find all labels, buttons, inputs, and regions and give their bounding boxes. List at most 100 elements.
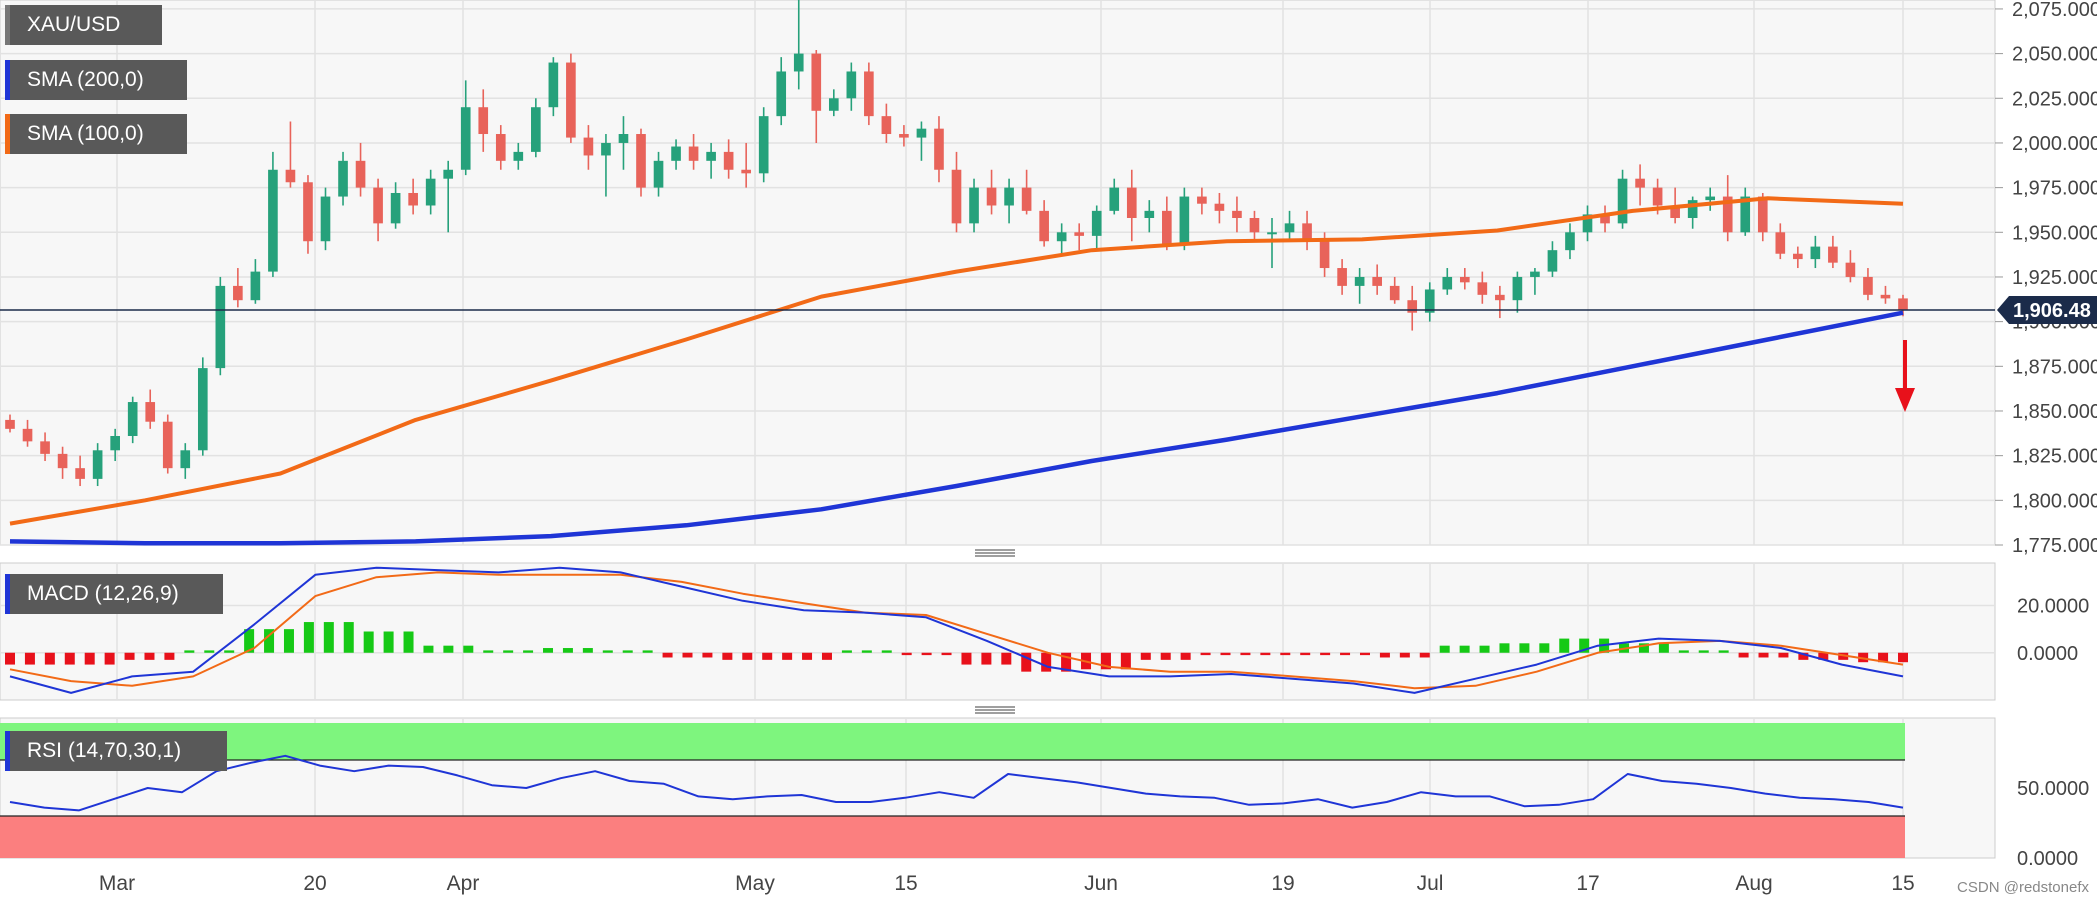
macd-histogram-bar bbox=[1758, 652, 1769, 658]
candle-body bbox=[1757, 196, 1768, 233]
price-y-tick-label: 1,800.000 bbox=[2012, 490, 2097, 512]
candle-body bbox=[75, 468, 85, 479]
candle-body bbox=[1354, 276, 1365, 286]
candle-body bbox=[1459, 276, 1470, 283]
candles-group bbox=[5, 0, 1908, 487]
x-tick-label: 17 bbox=[1576, 872, 1599, 895]
candle-body bbox=[1091, 210, 1102, 236]
macd-histogram-bar bbox=[1359, 652, 1370, 656]
macd-histogram-bar bbox=[1678, 650, 1689, 653]
candle-body bbox=[1635, 178, 1645, 188]
candle-body bbox=[1056, 232, 1067, 242]
macd-histogram-bar bbox=[403, 631, 414, 653]
candle-body bbox=[653, 160, 664, 188]
macd-y-tick-label: 0.0000 bbox=[2017, 643, 2078, 665]
candle-body bbox=[40, 441, 50, 454]
candle-body bbox=[320, 196, 331, 242]
candle-body bbox=[303, 182, 313, 242]
candle-body bbox=[425, 178, 436, 206]
x-tick-label: Jul bbox=[1417, 872, 1444, 895]
candle-body bbox=[811, 53, 822, 111]
price-y-tick-label: 2,075.000 bbox=[2012, 0, 2097, 21]
sma200-label: SMA (200,0) bbox=[5, 60, 187, 100]
x-tick-label: Jun bbox=[1084, 872, 1118, 895]
macd-histogram-bar bbox=[1818, 652, 1829, 660]
candle-body bbox=[846, 71, 857, 99]
macd-histogram-bar bbox=[941, 652, 952, 656]
candle-body bbox=[1775, 232, 1786, 254]
candle-body bbox=[1565, 232, 1575, 251]
macd-histogram-bar bbox=[1898, 652, 1908, 663]
candle-body bbox=[215, 285, 226, 369]
candle-body bbox=[1722, 196, 1733, 233]
candle-body bbox=[1407, 300, 1418, 313]
candle-body bbox=[478, 107, 489, 135]
sma200-text: SMA (200,0) bbox=[27, 68, 144, 91]
macd-histogram-bar bbox=[1698, 650, 1709, 653]
candle-body bbox=[1880, 294, 1891, 299]
candle-body bbox=[566, 62, 576, 138]
price-y-tick-label: 2,000.000 bbox=[2012, 133, 2097, 155]
rsi-label: RSI (14,70,30,1) bbox=[5, 731, 227, 771]
macd-histogram-bar bbox=[841, 650, 852, 653]
macd-histogram-bar bbox=[1260, 652, 1271, 656]
candle-body bbox=[1705, 196, 1716, 201]
x-tick-label: May bbox=[735, 872, 775, 895]
macd-histogram-bar bbox=[961, 652, 972, 665]
candle-body bbox=[285, 169, 296, 183]
macd-histogram-bar bbox=[1120, 652, 1131, 670]
symbol-label: XAU/USD bbox=[5, 5, 162, 45]
candle-body bbox=[1530, 271, 1540, 277]
candle-body bbox=[162, 421, 173, 469]
macd-histogram-bar bbox=[582, 648, 593, 653]
watermark: CSDN @redstonefx bbox=[1957, 879, 2089, 896]
candle-body bbox=[1267, 232, 1277, 235]
macd-histogram-bar bbox=[622, 650, 633, 653]
macd-histogram-bar bbox=[503, 650, 514, 653]
candle-body bbox=[1687, 200, 1698, 218]
candle-body bbox=[1670, 205, 1680, 218]
candle-body bbox=[5, 419, 15, 429]
price-y-tick-label: 1,850.000 bbox=[2012, 401, 2097, 423]
macd-histogram-bar bbox=[1220, 652, 1231, 656]
candle-body bbox=[495, 134, 506, 161]
sma100-text: SMA (100,0) bbox=[27, 122, 144, 145]
macd-histogram-bar bbox=[702, 652, 713, 658]
candle-body bbox=[951, 169, 962, 224]
rsi-line bbox=[9, 754, 1904, 812]
candle-body bbox=[916, 128, 927, 138]
candle-body bbox=[1495, 294, 1505, 301]
macd-histogram-bar bbox=[283, 629, 294, 653]
macd-histogram-bar bbox=[64, 652, 75, 665]
macd-histogram-bar bbox=[1638, 643, 1649, 653]
macd-histogram-bar bbox=[1419, 652, 1430, 658]
candle-body bbox=[1302, 223, 1312, 242]
macd-histogram-bar bbox=[264, 629, 275, 653]
macd-histogram-bar bbox=[483, 650, 494, 653]
macd-histogram-bar bbox=[1320, 652, 1331, 656]
macd-histogram-bar bbox=[782, 652, 793, 660]
macd-histogram-bar bbox=[24, 652, 35, 665]
macd-histogram-bar bbox=[383, 631, 394, 653]
macd-line bbox=[9, 566, 1904, 694]
macd-histogram-bar bbox=[1021, 652, 1032, 672]
candle-body bbox=[1197, 196, 1207, 204]
price-y-tick-label: 1,925.000 bbox=[2012, 267, 2097, 289]
macd-histogram-bar bbox=[463, 645, 474, 653]
macd-label: MACD (12,26,9) bbox=[5, 574, 223, 614]
x-tick-label: Mar bbox=[99, 872, 135, 895]
sma200-line bbox=[9, 310, 1904, 546]
rsi-y-tick-label: 0.0000 bbox=[2017, 848, 2078, 870]
macd-histogram-bar bbox=[343, 622, 354, 653]
macd-histogram-bar bbox=[1300, 652, 1311, 656]
macd-histogram-bar bbox=[1100, 652, 1111, 670]
rsi-overbought-zone bbox=[0, 723, 1905, 760]
candle-body bbox=[1389, 285, 1400, 301]
macd-histogram-bar bbox=[1041, 652, 1052, 672]
macd-histogram-bar bbox=[722, 652, 733, 660]
price-y-tick-label: 2,025.000 bbox=[2012, 88, 2097, 110]
candle-body bbox=[1898, 298, 1908, 311]
macd-histogram-bar bbox=[1559, 638, 1570, 653]
